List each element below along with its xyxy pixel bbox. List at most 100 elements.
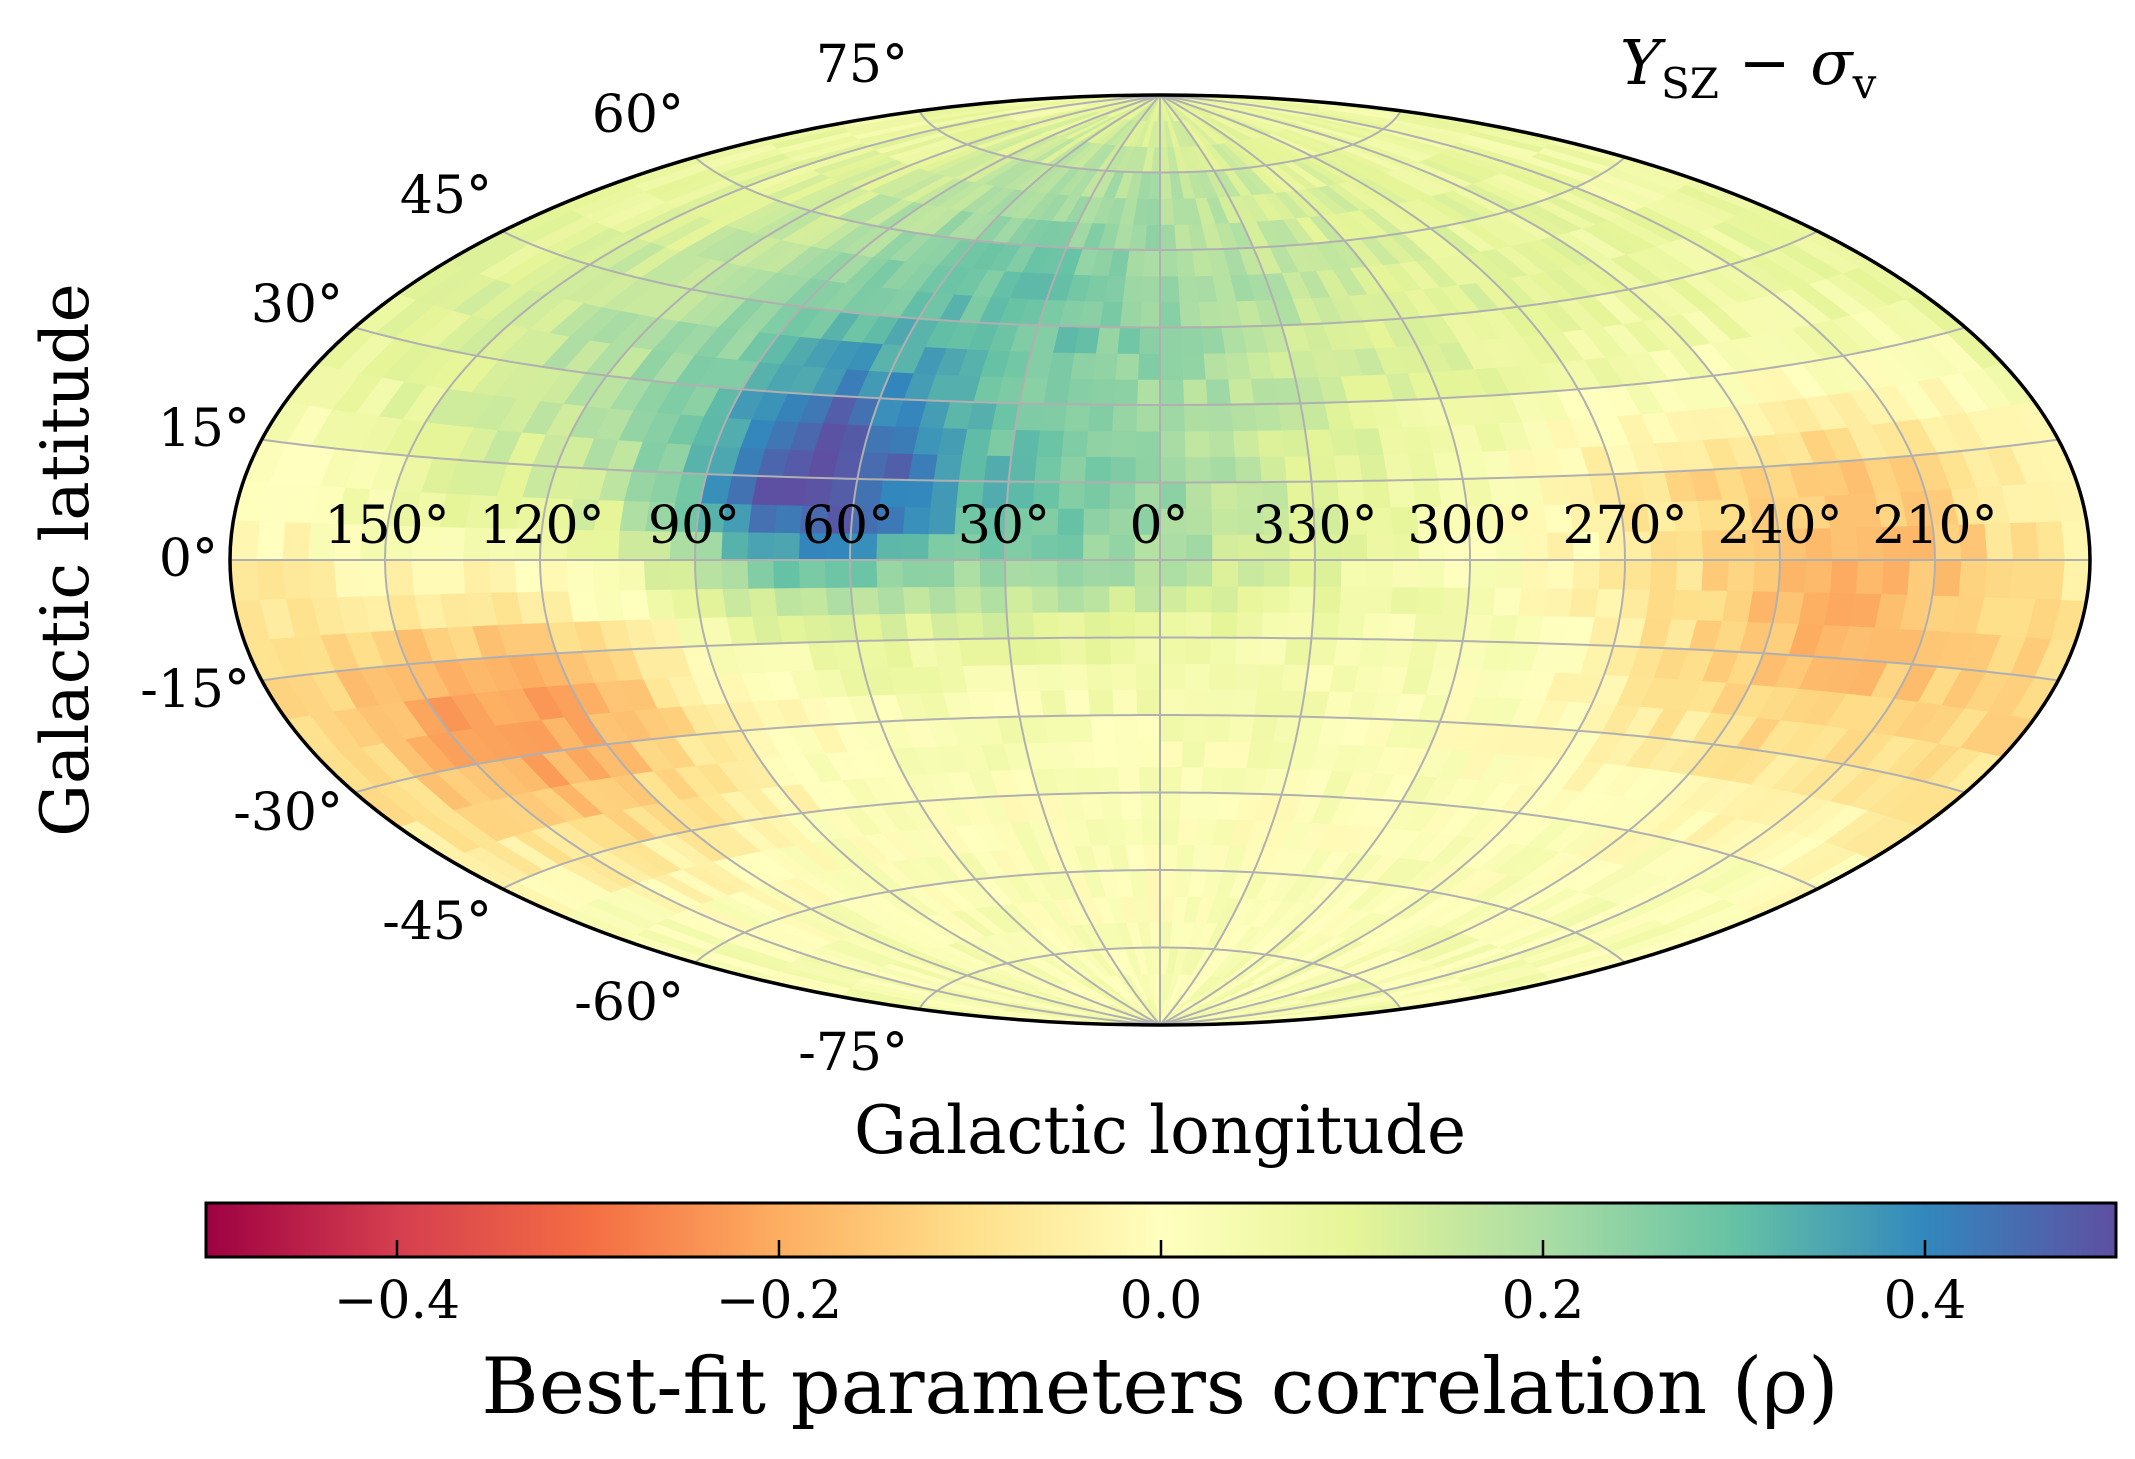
heat-cell [1056, 585, 1084, 613]
heat-cell [978, 585, 1008, 614]
heat-cell [1058, 637, 1087, 665]
heat-cell [1223, 351, 1251, 380]
heat-cell [1411, 612, 1442, 642]
heat-cell [721, 587, 752, 618]
heat-cell [797, 559, 826, 589]
heat-cell [1033, 455, 1062, 483]
heat-cell [1159, 430, 1186, 458]
heat-cell [1204, 714, 1231, 742]
heat-cell [1304, 428, 1335, 457]
heat-cell [642, 559, 672, 591]
heat-cell [1118, 300, 1142, 329]
heat-cell [332, 559, 363, 598]
heat-cell [1229, 688, 1258, 717]
heat-cell [1081, 559, 1110, 587]
heat-cell [771, 559, 800, 589]
heat-cell [1256, 429, 1285, 457]
y-axis-label: Galactic latitude [27, 283, 104, 837]
heat-cell [616, 559, 646, 591]
heat-cell [1085, 429, 1113, 458]
heat-cell [1035, 663, 1064, 691]
heat-cell [1135, 404, 1161, 432]
lat-tick-label: -30° [233, 783, 343, 843]
heat-cell [1159, 817, 1180, 845]
heat-cell [1108, 611, 1136, 639]
heat-cell [1089, 714, 1116, 742]
heat-cell [1204, 378, 1231, 406]
heat-cell [1109, 662, 1137, 690]
heat-cell [618, 588, 650, 621]
heat-cell [982, 637, 1013, 666]
heat-cell [1466, 586, 1496, 616]
heat-cell [1159, 378, 1185, 406]
heat-cell [1116, 326, 1141, 354]
heat-cell [1035, 429, 1064, 457]
heat-cell [1133, 611, 1161, 639]
heat-cell [1233, 637, 1262, 665]
heat-cell [1249, 377, 1278, 405]
heat-cell [1209, 611, 1238, 639]
heat-cell [1137, 326, 1161, 354]
lon-tick-label: 90° [648, 496, 740, 556]
lat-tick-label: 60° [592, 85, 684, 145]
heat-cell [1030, 559, 1058, 587]
heat-cell [1062, 688, 1091, 717]
heat-cell [1361, 612, 1391, 641]
heat-cell [1210, 533, 1239, 561]
heat-cell [1060, 662, 1089, 691]
heat-cell [1542, 587, 1573, 617]
heat-cell [1159, 895, 1175, 923]
heat-cell [1007, 454, 1037, 483]
heat-cell [1182, 404, 1209, 432]
heat-cell [1176, 274, 1199, 303]
heat-cell [1140, 275, 1161, 303]
heat-cell [954, 611, 985, 640]
heat-cell [1159, 455, 1186, 484]
lon-tick-label: 330° [1252, 496, 1377, 556]
heat-cell [1010, 428, 1040, 457]
heat-cell [1236, 559, 1264, 587]
heat-cell [2060, 518, 2090, 561]
lon-tick-label: 120° [479, 496, 604, 556]
grid-line [354, 326, 1966, 406]
heat-cell [927, 585, 957, 614]
heat-cell [1109, 430, 1137, 458]
heat-cell [461, 559, 492, 594]
heat-cell [1185, 533, 1213, 561]
lon-tick-label: 0° [1129, 496, 1188, 556]
heat-cell [230, 518, 260, 561]
heat-cell [1223, 740, 1251, 769]
heat-cell [1086, 403, 1114, 432]
heat-cell [591, 559, 620, 591]
heat-cell [1283, 454, 1313, 483]
heat-cell [1159, 300, 1181, 329]
lon-tick-label: 270° [1562, 496, 1687, 556]
heat-cell [1520, 559, 1549, 589]
lat-tick-label: 0° [159, 529, 218, 589]
heat-cell [1389, 585, 1419, 614]
heat-cell [565, 559, 594, 592]
heat-cell [1159, 662, 1186, 690]
heat-cell [1207, 429, 1235, 458]
heat-cell [644, 588, 676, 620]
grid-line [501, 230, 1819, 329]
grid-line [918, 946, 1402, 1010]
lat-tick-label: -60° [574, 973, 684, 1033]
heat-cell [384, 559, 414, 596]
heat-cell [1253, 403, 1282, 431]
heat-cell [1880, 559, 1910, 595]
heat-cell [1136, 740, 1161, 768]
heat-cell [1180, 352, 1206, 380]
heat-cell [1031, 611, 1060, 639]
heat-cell [1258, 637, 1287, 665]
heat-cell [1304, 663, 1335, 692]
heat-cell [1285, 611, 1315, 640]
heat-cell [1210, 559, 1239, 587]
heat-cell [669, 588, 701, 619]
heat-cell [1082, 611, 1111, 639]
heat-cell [1199, 326, 1226, 354]
heat-cell [1307, 454, 1338, 483]
heat-cell [1159, 766, 1183, 794]
heat-cell [1287, 585, 1316, 613]
heat-cell [1005, 611, 1035, 640]
